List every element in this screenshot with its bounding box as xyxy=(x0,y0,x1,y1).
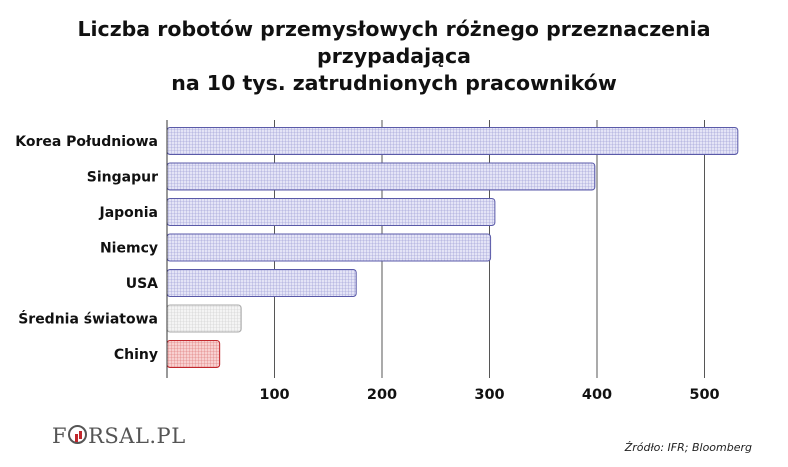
x-tick-label-500: 500 xyxy=(689,387,719,403)
logo-text-start: F xyxy=(52,424,68,448)
bars xyxy=(166,127,739,368)
category-label-niemcy: Niemcy xyxy=(100,241,158,257)
chart-title-line2: na 10 tys. zatrudnionych pracowników xyxy=(171,71,617,95)
category-labels: Korea Południowa Singapur Japonia Niemcy USA… xyxy=(15,134,158,363)
category-label-korea-poludniowa: Korea Południowa xyxy=(15,134,158,150)
bar-niemcy xyxy=(166,233,492,262)
forsal-logo: F RSAL.PL xyxy=(52,424,186,448)
category-label-srednia-swiatowa: Średnia światowa xyxy=(18,310,158,328)
x-tick-label-400: 400 xyxy=(582,387,612,403)
logo-chart-icon xyxy=(68,425,88,444)
bar-korea-poludniowa xyxy=(166,127,739,155)
logo-text-end: RSAL.PL xyxy=(88,424,186,448)
x-tick-label-100: 100 xyxy=(259,387,289,403)
x-tick-label-200: 200 xyxy=(367,387,397,403)
chart-title: Liczba robotów przemysłowych różnego prz… xyxy=(0,16,788,97)
x-tick-labels: 100 200 300 400 500 xyxy=(259,387,719,403)
source-note: Źródło: IFR; Bloomberg xyxy=(624,441,752,454)
x-tick-label-300: 300 xyxy=(474,387,504,403)
bar-japonia xyxy=(166,198,496,226)
category-label-usa: USA xyxy=(126,276,158,292)
chart-title-line1: Liczba robotów przemysłowych różnego prz… xyxy=(77,17,711,68)
bar-usa xyxy=(166,269,357,297)
category-label-chiny: Chiny xyxy=(114,347,158,363)
category-label-japonia: Japonia xyxy=(98,205,158,221)
category-label-singapur: Singapur xyxy=(87,170,158,186)
bar-srednia-swiatowa xyxy=(166,304,242,333)
bar-singapur xyxy=(166,162,596,191)
bar-chiny xyxy=(166,340,221,368)
